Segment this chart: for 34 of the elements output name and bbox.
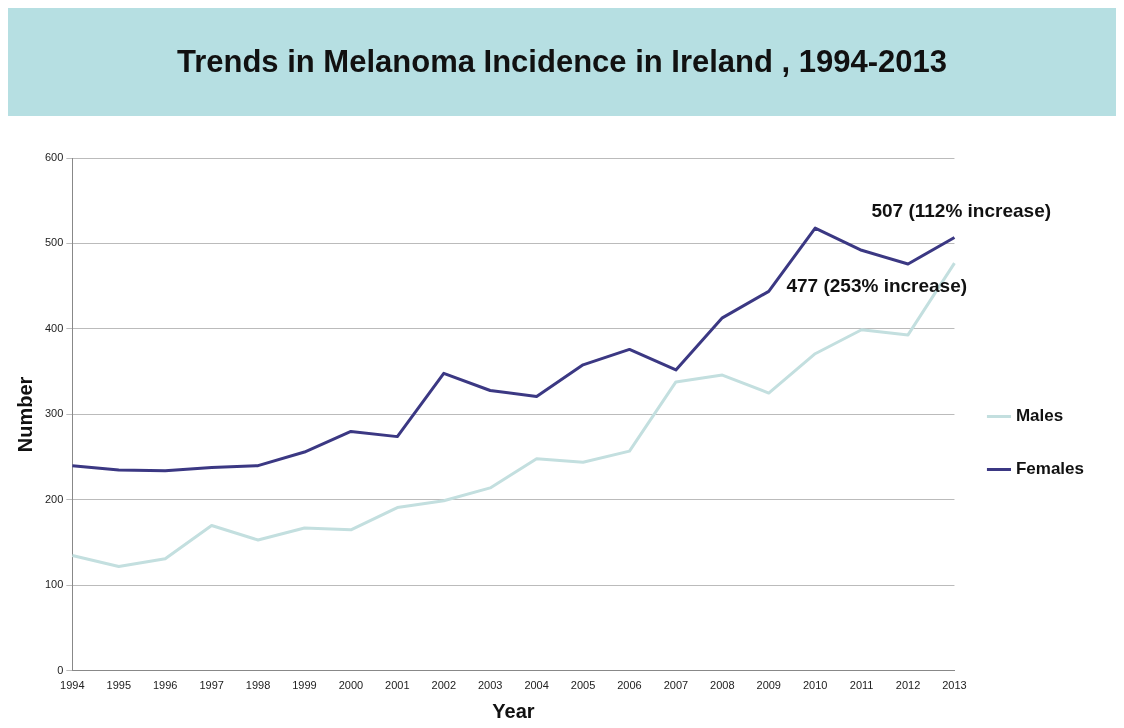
legend-label: Males [1015,406,1064,426]
x-tick-label: 2004 [524,679,549,692]
annotation: 477 (253% increase) [786,275,968,297]
y-tick-label: 600 [44,151,64,164]
x-tick-label: 2008 [710,679,735,692]
y-tick-label: 200 [44,492,64,505]
x-tick-label: 2013 [942,679,967,692]
x-tick-label: 1997 [199,679,224,692]
y-tick-label: 500 [44,236,64,249]
x-axis-title: Year [492,699,535,722]
y-tick-label: 400 [44,321,64,334]
annotation: 507 (112% increase) [871,199,1052,221]
x-tick-label: 1998 [245,679,271,692]
x-tick-label: 2011 [849,679,874,692]
y-tick-label: 300 [44,407,64,420]
x-tick-label: 2009 [756,679,781,692]
x-tick-label: 2002 [431,679,457,692]
x-tick-label: 1996 [152,679,178,692]
y-axis-title: Number [13,376,36,453]
y-tick-label: 100 [44,578,64,591]
x-tick-label: 1999 [292,679,317,692]
chart-title: Trends in Melanoma Incidence in Ireland , 1994-2013 [8,8,1116,116]
x-tick-label: 1995 [106,679,132,692]
x-tick-label: 2001 [385,679,410,692]
x-tick-label: 2005 [570,679,596,692]
y-tick-label: 0 [57,663,64,676]
legend-label: Females [1015,459,1085,479]
x-tick-label: 2006 [617,679,642,692]
x-tick-label: 2003 [477,679,503,692]
x-tick-label: 1994 [60,679,85,692]
x-tick-label: 2000 [338,679,364,692]
x-tick-label: 2010 [802,679,828,692]
x-tick-label: 2012 [895,679,921,692]
x-tick-label: 2007 [663,679,689,692]
